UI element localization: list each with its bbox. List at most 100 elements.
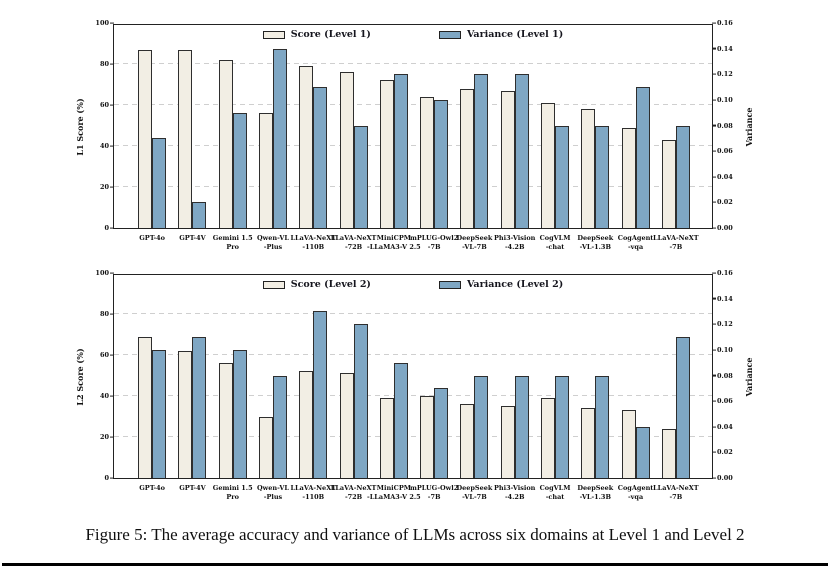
score-bar bbox=[500, 406, 515, 478]
left-y-tick-label: 20 bbox=[99, 433, 109, 441]
variance-bar bbox=[313, 87, 328, 228]
score-swatch-icon bbox=[262, 280, 285, 289]
gridline bbox=[114, 186, 712, 187]
gridline bbox=[114, 313, 712, 314]
score-bar bbox=[339, 373, 354, 478]
gridline bbox=[114, 436, 712, 437]
left-y-tick-label: 80 bbox=[99, 310, 109, 318]
right-y-tick-mark bbox=[712, 477, 716, 479]
right-y-tick-mark bbox=[712, 73, 716, 75]
right-y-tick-mark bbox=[712, 201, 716, 203]
score-bar bbox=[379, 398, 394, 478]
x-tick-label: GPT-4V bbox=[179, 484, 206, 492]
legend-label: Variance (Level 1) bbox=[466, 29, 564, 40]
score-bar bbox=[420, 96, 435, 228]
variance-bar bbox=[555, 125, 569, 228]
right-y-tick-label: 0.02 bbox=[717, 448, 733, 457]
left-y-tick-mark bbox=[110, 186, 114, 188]
x-tick-label: DeepSeek -VL-7B bbox=[456, 484, 493, 502]
x-tick-label: CogAgent -vqa bbox=[617, 484, 654, 502]
score-bar bbox=[379, 80, 394, 228]
table-top-rule bbox=[2, 563, 828, 566]
score-bar bbox=[218, 59, 233, 228]
score-bar bbox=[218, 363, 233, 478]
variance-bar bbox=[273, 48, 287, 228]
right-y-tick-mark bbox=[712, 124, 716, 127]
variance-bar bbox=[152, 138, 167, 228]
level2-left-axis-title: L2 Score (%) bbox=[75, 347, 85, 406]
right-y-tick-mark bbox=[712, 349, 716, 351]
gridline bbox=[114, 63, 712, 64]
x-tick-label: Phi3-Vision -4.2B bbox=[493, 484, 536, 502]
right-y-tick-label: 0.12 bbox=[717, 70, 733, 79]
x-tick-label: Gemini 1.5 Pro bbox=[212, 234, 253, 252]
score-bar bbox=[259, 416, 273, 478]
x-tick-label: CogVLM -chat bbox=[539, 484, 571, 502]
variance-bar bbox=[474, 74, 489, 228]
score-swatch-icon bbox=[262, 30, 285, 39]
right-y-tick-label: 0.16 bbox=[717, 19, 733, 27]
legend-label: Variance (Level 2) bbox=[466, 279, 564, 290]
variance-bar bbox=[232, 349, 247, 478]
right-y-tick-label: 0.10 bbox=[717, 95, 733, 104]
left-y-tick-label: 100 bbox=[95, 19, 109, 27]
right-y-tick-mark bbox=[712, 227, 716, 229]
score-bar bbox=[541, 102, 555, 228]
variance-bar bbox=[595, 125, 610, 228]
score-bar bbox=[299, 66, 314, 228]
figure-caption: Figure 5: The average accuracy and varia… bbox=[85, 525, 745, 544]
left-y-tick-label: 0 bbox=[104, 474, 109, 482]
variance-bar bbox=[675, 125, 690, 228]
x-tick-label: DeepSeek -VL-7B bbox=[456, 234, 493, 252]
variance-bar bbox=[192, 337, 207, 478]
level1-plot-area: L1 Score (%) Variance Score (Level 1) Var… bbox=[75, 19, 754, 251]
level2-bar-chart: L2 Score (%) Variance Score (Level 2) Var… bbox=[0, 269, 830, 524]
variance-bar bbox=[434, 99, 449, 228]
x-tick-label: MiniCPM -LLaMA3-V 2.5 bbox=[367, 234, 421, 252]
score-bar bbox=[500, 90, 515, 228]
right-y-tick-label: 0.06 bbox=[717, 397, 733, 406]
legend-item: Variance (Level 1) bbox=[438, 29, 564, 40]
level2-legend: Score (Level 2) Variance (Level 2) bbox=[114, 279, 712, 290]
right-y-tick-mark bbox=[712, 400, 716, 402]
x-tick-label: LLaVA-NeXT -72B bbox=[330, 234, 377, 252]
variance-bar bbox=[595, 375, 610, 478]
left-y-tick-mark bbox=[110, 477, 114, 479]
right-y-tick-mark bbox=[712, 22, 716, 24]
left-y-tick-mark bbox=[110, 272, 114, 274]
score-bar bbox=[178, 350, 193, 478]
legend-item: Score (Level 2) bbox=[262, 279, 371, 290]
x-tick-label: GPT-4o bbox=[139, 234, 166, 242]
right-y-tick-label: 0.08 bbox=[717, 121, 733, 130]
right-y-tick-mark bbox=[712, 48, 716, 50]
legend-label: Score (Level 2) bbox=[290, 279, 371, 290]
left-y-tick-mark bbox=[110, 104, 114, 106]
left-y-tick-label: 60 bbox=[99, 351, 109, 359]
right-y-tick-label: 0.08 bbox=[717, 371, 733, 380]
right-y-tick-label: 0.14 bbox=[717, 294, 733, 303]
variance-bar bbox=[353, 125, 368, 228]
variance-swatch-icon bbox=[438, 30, 461, 39]
gridline bbox=[114, 395, 712, 396]
right-y-tick-label: 0.04 bbox=[717, 422, 733, 431]
right-y-tick-label: 0.00 bbox=[717, 224, 733, 232]
x-tick-label: DeepSeek -VL-1.3B bbox=[577, 234, 614, 252]
score-bar bbox=[581, 408, 596, 478]
variance-bar bbox=[192, 202, 207, 228]
right-y-tick-mark bbox=[712, 451, 716, 453]
level2-plot-area: L2 Score (%) Variance Score (Level 2) Var… bbox=[75, 269, 754, 501]
left-y-tick-label: 20 bbox=[99, 183, 109, 191]
right-y-tick-mark bbox=[712, 374, 716, 377]
score-bar bbox=[138, 49, 153, 228]
x-tick-label: LLaVA-NeXT -72B bbox=[330, 484, 377, 502]
level2-right-axis-title: Variance bbox=[744, 357, 754, 396]
right-y-tick-label: 0.06 bbox=[717, 147, 733, 156]
score-bar bbox=[138, 336, 153, 478]
variance-bar bbox=[514, 74, 529, 228]
right-y-tick-mark bbox=[712, 176, 716, 178]
legend-label: Score (Level 1) bbox=[290, 29, 371, 40]
variance-bar bbox=[514, 375, 529, 478]
score-bar bbox=[661, 139, 676, 228]
variance-bar bbox=[555, 375, 569, 478]
x-tick-label: Qwen-VL -Plus bbox=[257, 234, 289, 252]
